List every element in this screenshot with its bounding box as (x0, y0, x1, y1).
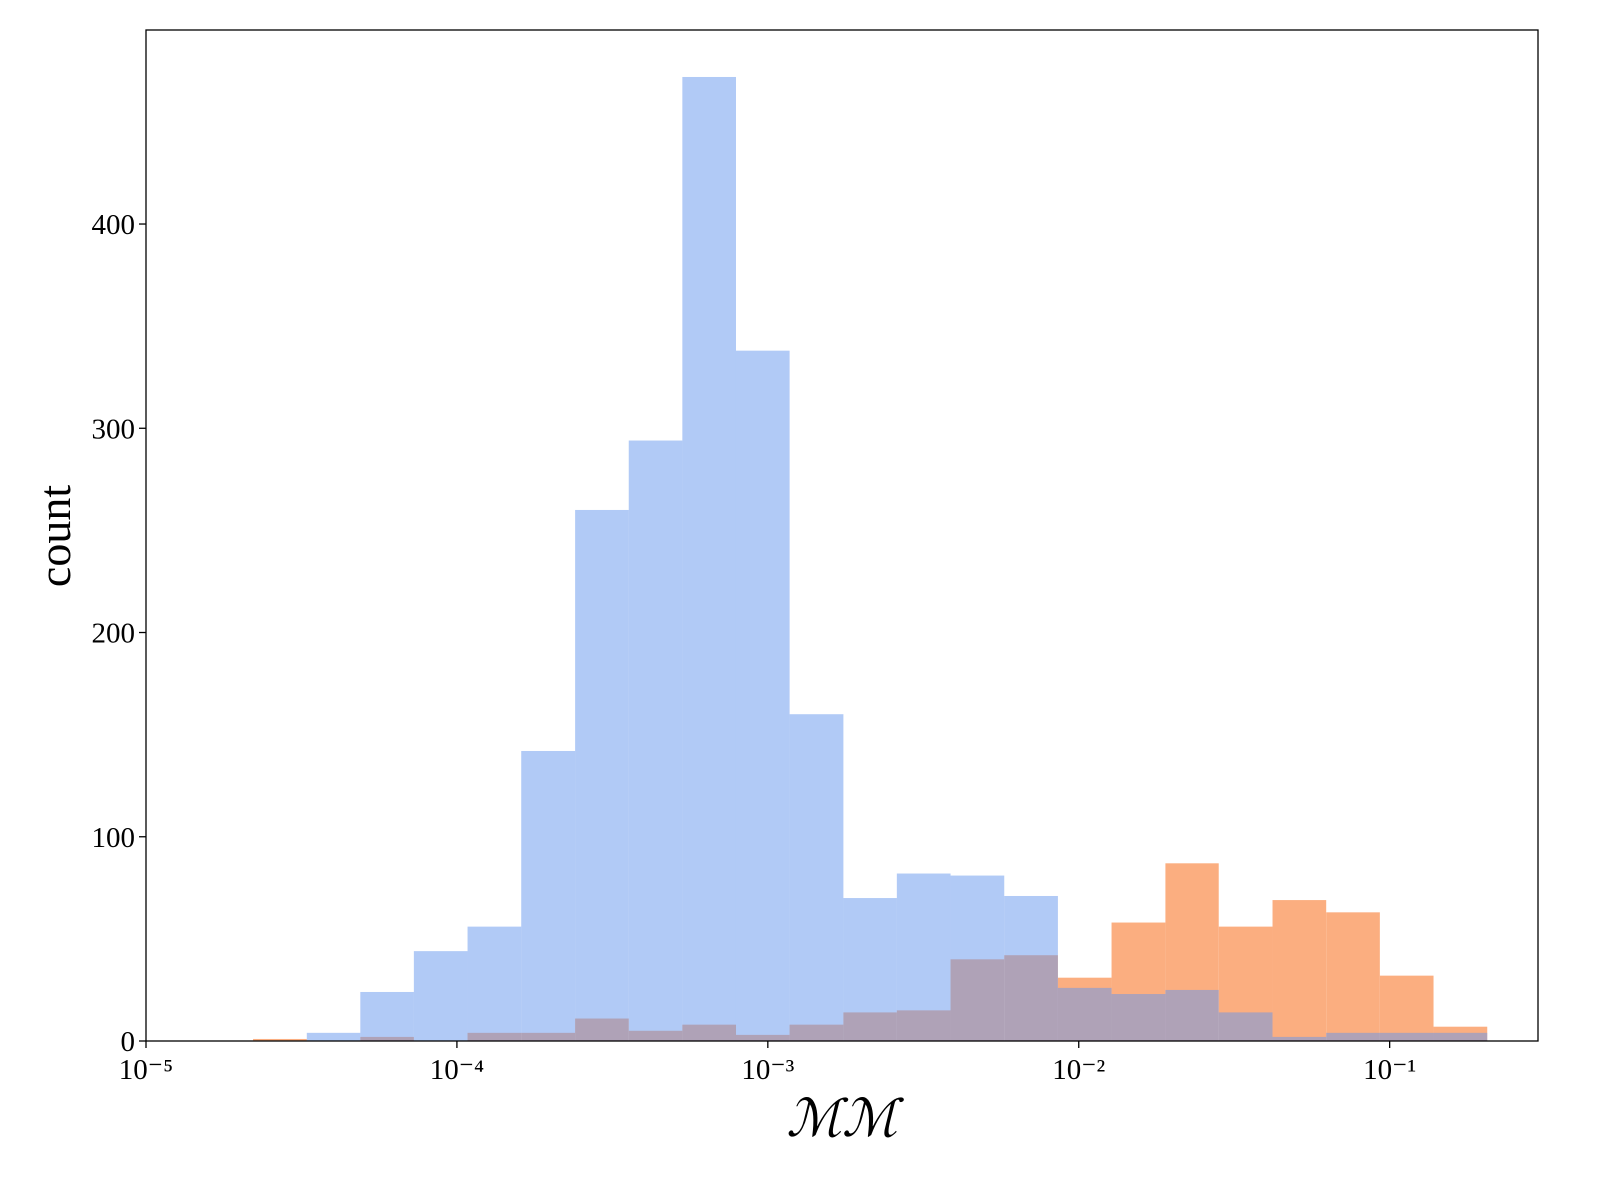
y-tick-label: 400 (92, 209, 136, 241)
bar (360, 991, 414, 1041)
bar (789, 714, 844, 1041)
y-axis-label: count (29, 485, 80, 587)
bar (575, 509, 629, 1041)
bar (1272, 900, 1327, 1041)
x-tick-label: 10⁻¹ (1363, 1054, 1416, 1086)
x-tick-label: 10⁻² (1052, 1054, 1105, 1086)
y-tick-label: 0 (121, 1026, 136, 1058)
x-tick-label: 10⁻⁵ (119, 1054, 173, 1086)
bar (467, 926, 522, 1041)
bar (1326, 912, 1380, 1041)
bar (843, 898, 897, 1041)
bar (306, 1032, 361, 1041)
bar (950, 875, 1005, 1041)
bar (896, 873, 951, 1041)
bar (628, 440, 683, 1041)
x-tick-label: 10⁻³ (741, 1054, 794, 1086)
bar (1165, 989, 1219, 1041)
bar (1218, 1012, 1273, 1041)
bar (1379, 1032, 1434, 1041)
bar (682, 76, 736, 1041)
y-tick-label: 100 (92, 822, 136, 854)
y-tick-label: 200 (92, 618, 136, 650)
bar (1057, 987, 1112, 1041)
bar (413, 951, 468, 1041)
bar (1272, 1036, 1327, 1041)
bar (521, 750, 576, 1041)
bar (1004, 895, 1058, 1041)
x-tick-label: 10⁻⁴ (430, 1054, 484, 1086)
bar (1111, 994, 1166, 1041)
bar (735, 350, 790, 1041)
bar (253, 1038, 307, 1041)
bar (1379, 975, 1434, 1041)
plot-frame (145, 29, 1539, 1042)
y-tick-label: 300 (92, 413, 136, 445)
x-axis-label: ℳℳ (786, 1091, 904, 1148)
bar (1433, 1032, 1488, 1041)
bar (1326, 1032, 1380, 1041)
